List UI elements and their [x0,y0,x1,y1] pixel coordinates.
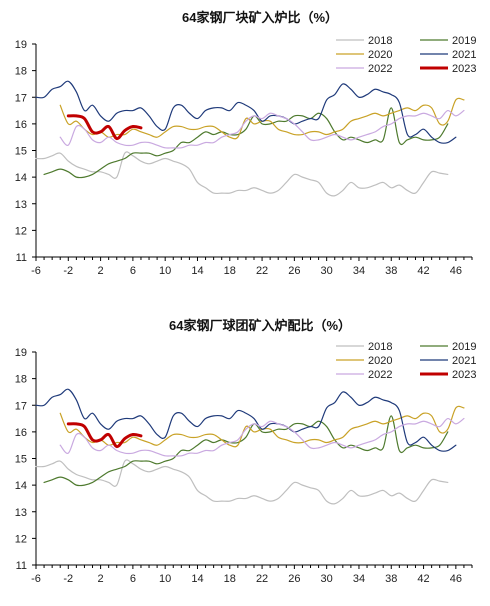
y-tick-label: 13 [15,199,27,211]
x-tick-label: -6 [31,265,41,277]
x-tick-label: -2 [63,265,73,277]
legend-label-2021: 2021 [452,355,476,367]
y-tick-label: 16 [15,119,27,131]
x-tick-label: 46 [450,573,462,585]
x-tick-label: 30 [321,265,333,277]
legend-label-2023: 2023 [452,63,476,75]
x-tick-label: 14 [191,573,203,585]
y-tick-label: 14 [15,480,27,492]
y-tick-label: 11 [16,252,27,264]
series-line-2018 [35,151,449,197]
series-line-2018 [35,459,449,505]
x-tick-label: 6 [130,265,136,277]
chart-title: 64家钢厂球团矿入炉配比（%） [169,318,351,333]
x-tick-label: 38 [385,573,397,585]
y-tick-label: 12 [15,533,27,545]
legend-label-2023: 2023 [452,369,476,381]
legend-label-2020: 2020 [368,49,392,61]
x-tick-label: 34 [353,265,365,277]
y-tick-label: 15 [15,146,27,158]
x-tick-label: 22 [256,265,268,277]
x-tick-label: 30 [321,573,333,585]
x-tick-label: 42 [417,573,429,585]
legend-label-2018: 2018 [368,35,392,47]
x-tick-label: 18 [224,265,236,277]
x-tick-label: 10 [159,573,171,585]
series-line-2022 [59,417,465,457]
x-tick-label: 42 [417,265,429,277]
legend-label-2021: 2021 [452,49,476,61]
y-tick-label: 17 [15,92,27,104]
x-tick-label: 22 [256,573,268,585]
series-line-2023 [66,114,143,141]
series-line-2021 [35,80,457,144]
series-line-2023 [66,422,143,449]
x-tick-label: 10 [159,265,171,277]
x-tick-label: 34 [353,573,365,585]
y-tick-label: 11 [16,560,27,572]
y-tick-label: 15 [15,454,27,466]
legend-label-2019: 2019 [452,341,476,353]
series-line-2019 [43,415,449,487]
series-line-2021 [35,388,457,452]
legend-label-2022: 2022 [368,369,392,381]
x-tick-label: -2 [63,573,73,585]
y-tick-label: 12 [15,225,27,237]
chart-title: 64家钢厂块矿入炉比（%） [182,10,338,25]
y-tick-label: 16 [15,427,27,439]
y-tick-label: 17 [15,400,27,412]
x-tick-label: 26 [288,265,300,277]
legend-label-2018: 2018 [368,341,392,353]
x-tick-label: 14 [191,265,203,277]
x-tick-label: 46 [450,265,462,277]
y-tick-label: 18 [15,66,27,78]
x-tick-label: 2 [98,573,104,585]
y-tick-label: 19 [15,347,27,359]
y-tick-label: 13 [15,507,27,519]
series-line-2019 [43,107,449,179]
x-tick-label: 2 [98,265,104,277]
legend-label-2020: 2020 [368,355,392,367]
x-tick-label: 18 [224,573,236,585]
x-tick-label: 6 [130,573,136,585]
legend-label-2022: 2022 [368,63,392,75]
y-tick-label: 19 [15,39,27,51]
legend-label-2019: 2019 [452,35,476,47]
series-line-2022 [59,109,465,149]
x-tick-label: 38 [385,265,397,277]
y-tick-label: 14 [15,172,27,184]
x-tick-label: -6 [31,573,41,585]
y-tick-label: 18 [15,374,27,386]
x-tick-label: 26 [288,573,300,585]
